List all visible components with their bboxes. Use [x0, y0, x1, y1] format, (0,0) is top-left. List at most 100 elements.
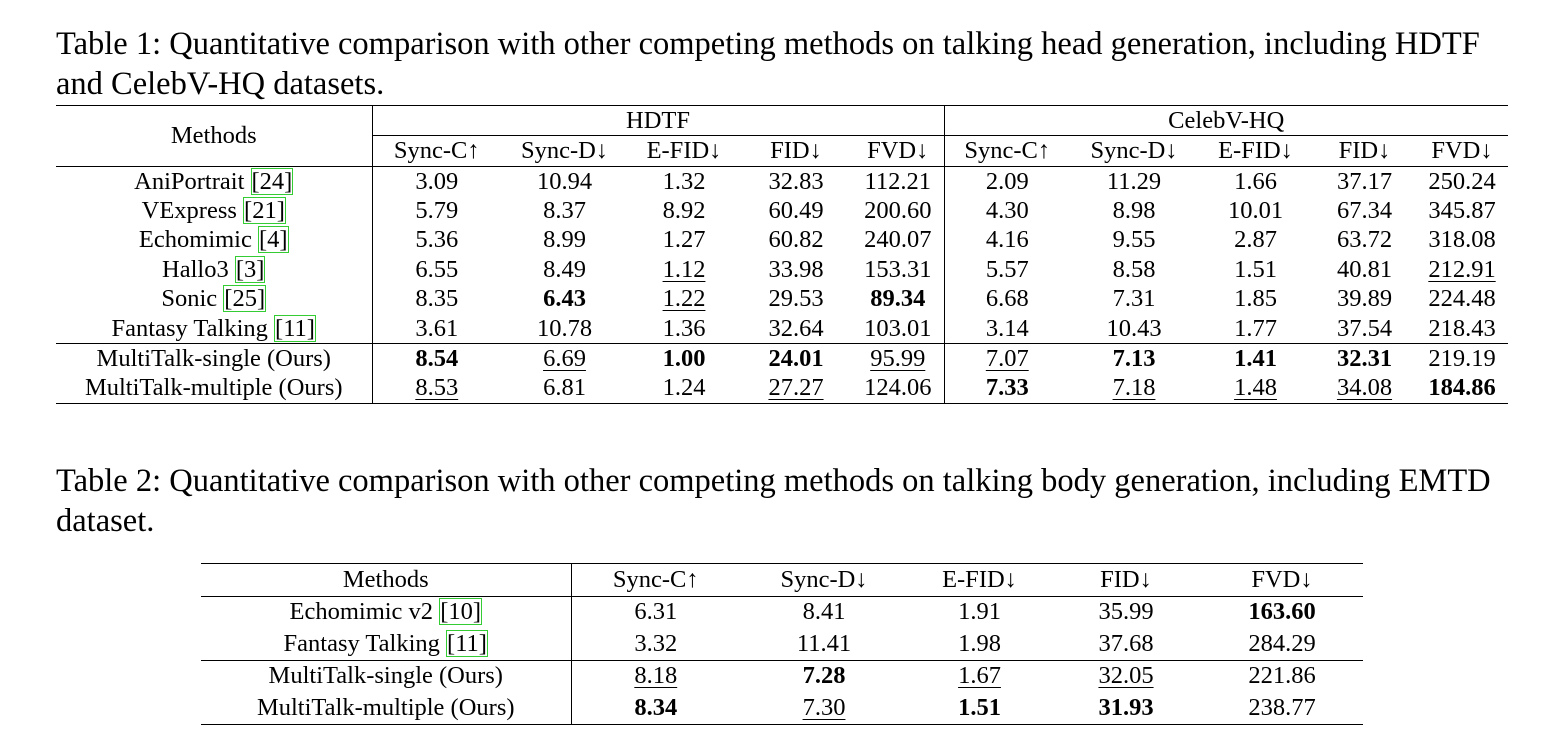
metric-value: 8.49: [543, 255, 586, 283]
metric-value: 7.31: [1112, 285, 1156, 313]
metric-value: 3.09: [415, 167, 459, 195]
citation-link[interactable]: [3]: [234, 255, 266, 283]
metric-header: FVD↓: [852, 135, 945, 167]
metric-value: 5.57: [985, 255, 1029, 283]
method-name: AniPortrait [24]: [56, 166, 373, 197]
metric-header: E-FID↓: [646, 137, 722, 164]
metric-cell: 6.43: [501, 285, 628, 314]
metric-value: 1.36: [662, 314, 706, 342]
metric-value: 8.54: [415, 345, 459, 373]
method-label: VExpress: [141, 197, 237, 225]
metric-value: 1.77: [1234, 314, 1277, 342]
table-row: VExpress [21] 5.79 8.37 8.92 60.49 200.60 4.30…: [56, 196, 1508, 226]
metric-cell: 224.48: [1416, 285, 1508, 314]
metric-value: 284.29: [1248, 629, 1316, 657]
metric-value: 3.14: [985, 314, 1029, 342]
metric-value: 37.68: [1098, 629, 1154, 657]
metric-value: 1.12: [662, 255, 706, 283]
metric-cell: 67.34: [1313, 196, 1416, 225]
metric-header: FID↓: [1338, 137, 1391, 164]
table1: Methods HDTF CelebV-HQ Sync-C↑ Sync-D↓ E-F…: [56, 105, 1508, 405]
metric-value: 11.29: [1106, 167, 1162, 195]
metric-value: 238.77: [1248, 693, 1316, 721]
metric-value: 1.67: [958, 662, 1001, 690]
metric-cell: 1.98: [908, 628, 1051, 660]
metric-value: 250.24: [1428, 167, 1496, 195]
metric-cell: 89.34: [852, 284, 945, 314]
metric-cell: 8.34: [571, 692, 740, 724]
metric-header: Sync-D↓: [1090, 137, 1178, 164]
metric-value: 2.09: [985, 167, 1029, 195]
metric-cell: 9.55: [1070, 226, 1198, 255]
metric-value: 40.81: [1336, 255, 1393, 283]
metric-cell: 24.01: [740, 343, 852, 374]
metric-header: FVD↓: [1431, 137, 1493, 164]
metric-cell: 60.82: [740, 226, 852, 255]
method-name: Echomimic [4]: [56, 225, 373, 256]
metric-cell: 29.53: [740, 285, 852, 314]
metric-cell: 219.19: [1416, 343, 1508, 374]
metric-value: 318.08: [1428, 226, 1496, 254]
metric-cell: 32.64: [740, 314, 852, 344]
metric-cell: 8.99: [501, 226, 628, 255]
metric-value: 95.99: [870, 345, 926, 373]
metric-cell: 7.33: [944, 374, 1070, 404]
metric-value: 8.98: [1112, 197, 1156, 225]
metric-cell: 8.54: [372, 343, 501, 374]
metric-cell: 6.68: [944, 285, 1070, 314]
citation-link[interactable]: [24]: [250, 167, 294, 195]
metric-header: Sync-D↓: [520, 137, 609, 164]
metric-cell: 3.09: [372, 166, 501, 197]
metric-value: 89.34: [870, 285, 926, 313]
method-name: MultiTalk-multiple (Ours): [201, 692, 572, 724]
method-name: MultiTalk-multiple (Ours): [56, 373, 373, 404]
citation-link[interactable]: [10]: [439, 598, 483, 626]
metric-value: 1.22: [662, 285, 706, 313]
citation-link[interactable]: [4]: [258, 226, 289, 254]
citation-link[interactable]: [21]: [243, 197, 286, 225]
citation-link[interactable]: [11]: [446, 629, 488, 657]
metric-value: 1.00: [662, 345, 706, 373]
method-label: Echomimic v2: [289, 598, 434, 626]
metric-value: 33.98: [768, 255, 824, 283]
citation-link[interactable]: [11]: [274, 314, 316, 342]
methods-header: Methods: [56, 105, 373, 167]
metric-cell: 32.05: [1051, 659, 1201, 692]
method-label: Sonic: [161, 285, 218, 313]
metric-cell: 8.92: [628, 196, 740, 225]
metric-cell: 37.68: [1051, 628, 1201, 660]
table2-caption: Table 2: Quantitative comparison with ot…: [56, 463, 1491, 539]
metric-value: 4.16: [985, 226, 1029, 254]
metric-cell: 1.91: [908, 595, 1051, 628]
metric-cell: 1.41: [1198, 343, 1313, 374]
metric-value: 8.53: [415, 374, 459, 402]
metric-cell: 95.99: [852, 343, 945, 374]
table-row: Echomimic [4] 5.36 8.99 1.27 60.82 240.07 4.16…: [56, 225, 1508, 256]
metric-cell: 103.01: [852, 313, 945, 344]
metric-cell: 8.37: [501, 196, 628, 225]
metric-value: 1.27: [662, 226, 706, 254]
metric-cell: 1.48: [1198, 374, 1313, 404]
metric-cell: 6.31: [571, 595, 740, 628]
metric-value: 2.87: [1234, 226, 1277, 254]
method-label: MultiTalk-multiple (Ours): [84, 374, 343, 402]
metric-cell: 318.08: [1416, 226, 1508, 255]
table2: Methods Sync-C↑ Sync-D↓ E-FID↓ FID↓ FVD↓ Ech…: [201, 563, 1363, 725]
metric-value: 7.28: [802, 662, 846, 690]
metric-cell: 1.32: [628, 166, 740, 197]
metric-cell: 1.27: [628, 226, 740, 255]
metric-value: 153.31: [864, 255, 932, 283]
table-row: MultiTalk-multiple (Ours) 8.53 6.81 1.24 27.…: [56, 373, 1508, 404]
metric-cell: 10.78: [501, 314, 628, 344]
metric-cell: 7.30: [740, 692, 908, 724]
metric-cell: 284.29: [1201, 628, 1363, 660]
metric-cell: 5.79: [372, 196, 501, 225]
metric-cell: 1.77: [1198, 314, 1313, 344]
citation-link[interactable]: [25]: [223, 285, 267, 313]
metric-cell: 32.83: [740, 166, 852, 197]
method-name: Echomimic v2 [10]: [201, 595, 572, 628]
metric-cell: 8.53: [372, 374, 501, 404]
metric-cell: 8.35: [372, 285, 501, 314]
metric-cell: 39.89: [1313, 285, 1416, 314]
metric-value: 37.17: [1336, 167, 1393, 195]
